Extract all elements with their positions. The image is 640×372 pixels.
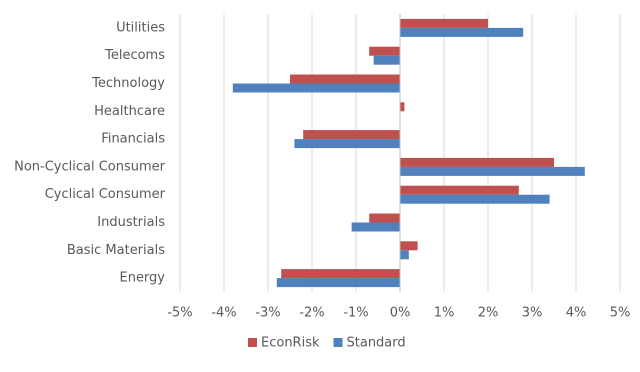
bar — [351, 222, 400, 232]
bar — [400, 166, 585, 176]
bar — [400, 194, 550, 204]
bar — [400, 27, 524, 37]
x-tick-label: -2% — [299, 306, 324, 321]
bar — [294, 139, 400, 149]
y-tick-label: Utilities — [116, 20, 165, 35]
y-tick-label: Basic Materials — [67, 243, 165, 258]
bar — [400, 241, 418, 251]
x-tick-label: 4% — [566, 306, 587, 321]
y-tick-label: Industrials — [97, 215, 165, 230]
legend-label: Standard — [347, 336, 406, 351]
bar — [400, 157, 554, 167]
x-tick-label: 3% — [522, 306, 543, 321]
y-tick-label: Healthcare — [94, 104, 165, 119]
bar — [400, 18, 488, 28]
x-tick-label: -1% — [343, 306, 368, 321]
bar — [303, 130, 400, 140]
x-tick-label: -4% — [211, 306, 236, 321]
legend-swatch — [248, 338, 257, 347]
x-tick-label: 5% — [610, 306, 631, 321]
y-tick-label: Financials — [101, 132, 165, 147]
y-tick-label: Energy — [119, 271, 165, 286]
y-tick-label: Cyclical Consumer — [45, 187, 166, 202]
x-tick-label: 2% — [478, 306, 499, 321]
bar — [400, 185, 519, 195]
bar — [400, 250, 409, 260]
bar — [400, 102, 405, 112]
y-tick-label: Telecoms — [104, 48, 165, 63]
legend-label: EconRisk — [261, 336, 320, 351]
legend-swatch — [333, 338, 343, 347]
bar — [373, 55, 400, 65]
x-tick-label: -5% — [167, 306, 192, 321]
bar — [281, 269, 400, 279]
x-tick-label: -3% — [255, 306, 280, 321]
y-tick-label: Technology — [91, 76, 165, 91]
bar — [369, 46, 400, 56]
y-tick-label: Non-Cyclical Consumer — [14, 159, 166, 174]
bar — [369, 213, 400, 223]
x-tick-label: 0% — [390, 306, 411, 321]
x-tick-label: 1% — [434, 306, 455, 321]
bar — [276, 278, 400, 288]
bar — [290, 74, 400, 84]
bar — [232, 83, 400, 93]
